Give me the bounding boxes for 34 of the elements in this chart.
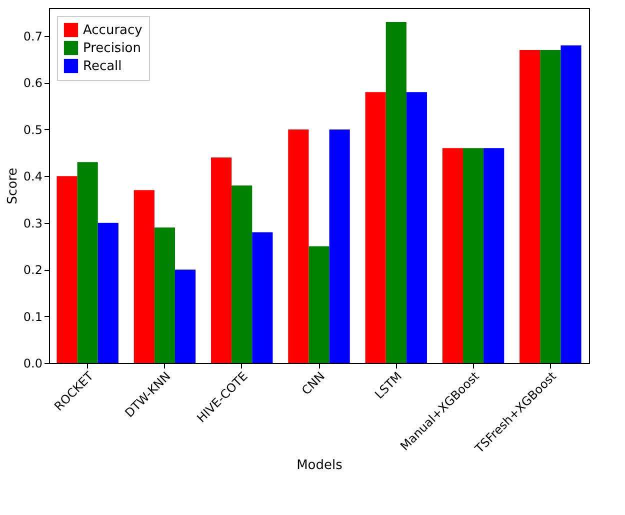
bar	[134, 190, 154, 363]
y-tick-label: 0.2	[23, 263, 42, 278]
y-tick-label: 0.1	[23, 310, 42, 324]
bar	[232, 186, 252, 363]
bar	[211, 157, 232, 363]
bar	[442, 148, 463, 363]
y-tick-label: 0.6	[23, 76, 42, 90]
bar	[252, 232, 273, 363]
y-tick-label: 0.3	[23, 216, 42, 230]
bar	[386, 22, 406, 363]
legend-label: Precision	[83, 41, 142, 56]
y-tick-label: 0.7	[23, 30, 42, 44]
bar	[540, 50, 561, 363]
bar	[288, 129, 309, 363]
legend-label: Recall	[83, 59, 122, 74]
bar	[520, 50, 540, 363]
y-tick-label: 0.5	[23, 122, 42, 137]
bar	[484, 148, 504, 363]
bar	[329, 129, 350, 363]
bar	[56, 176, 78, 363]
legend-label: Accuracy	[83, 23, 143, 38]
bar	[308, 246, 330, 363]
bar	[406, 92, 427, 363]
bar	[98, 222, 118, 363]
bar	[154, 228, 175, 363]
bar	[175, 270, 196, 363]
bar	[365, 92, 386, 363]
y-tick-label: 0.4	[23, 170, 42, 184]
bar	[560, 45, 582, 363]
y-tick-label: 0.0	[23, 356, 42, 370]
y-axis-title: Score	[5, 168, 20, 204]
bar	[463, 148, 484, 363]
x-axis-title: Models	[296, 458, 343, 473]
bar	[77, 162, 98, 363]
